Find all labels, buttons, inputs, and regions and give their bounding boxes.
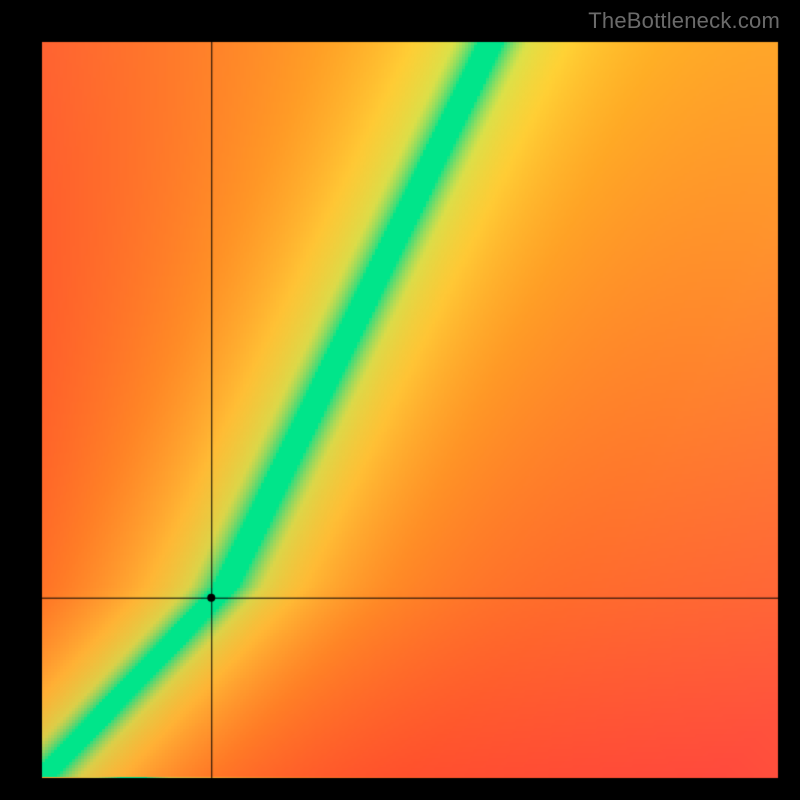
- bottleneck-heatmap: [0, 0, 800, 800]
- watermark-text: TheBottleneck.com: [588, 8, 780, 34]
